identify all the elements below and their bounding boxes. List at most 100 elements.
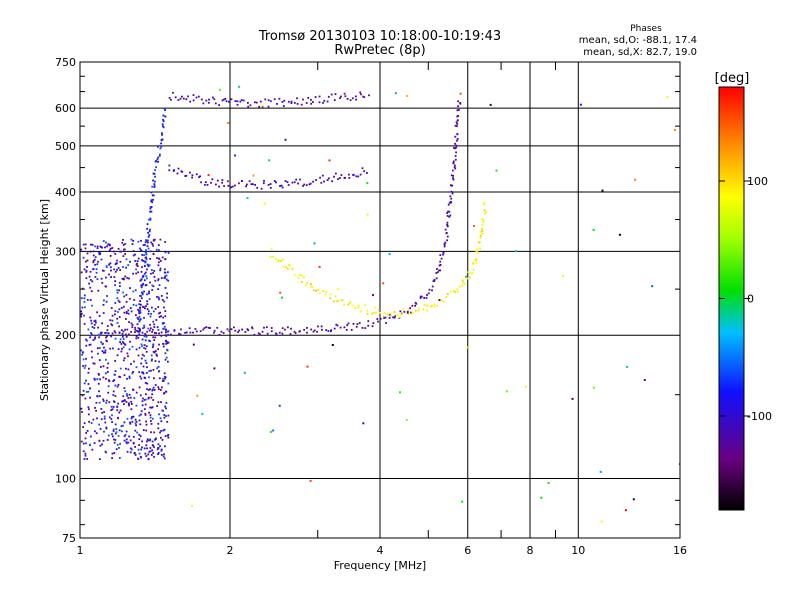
data-point [306, 331, 308, 334]
data-point [116, 317, 119, 320]
data-point [288, 263, 290, 266]
data-point [158, 332, 160, 335]
data-point [159, 269, 162, 272]
data-point [272, 255, 275, 258]
data-point [89, 279, 92, 281]
data-point [110, 405, 113, 408]
data-point [82, 365, 84, 367]
data-point [306, 365, 309, 368]
data-point [158, 316, 161, 318]
data-point [136, 323, 139, 326]
data-point [87, 413, 90, 416]
data-point [252, 174, 255, 177]
data-point [147, 231, 149, 234]
data-point [269, 183, 272, 185]
data-point [402, 308, 405, 311]
data-point [143, 290, 145, 293]
data-point [152, 172, 155, 175]
data-point [142, 283, 144, 285]
data-point [393, 311, 396, 313]
data-point [221, 179, 224, 181]
data-point [185, 98, 188, 101]
data-point [129, 422, 132, 425]
data-point [83, 301, 86, 303]
data-point [123, 435, 126, 438]
data-point [340, 299, 343, 302]
data-point [418, 307, 420, 310]
data-point [120, 307, 123, 309]
data-point [89, 387, 91, 390]
data-point [139, 423, 142, 426]
data-point [98, 458, 101, 460]
data-point [261, 330, 264, 333]
data-point [97, 289, 100, 292]
data-point [134, 418, 137, 421]
data-point [134, 429, 137, 432]
data-point [244, 331, 247, 333]
data-point [118, 301, 121, 303]
data-point [599, 470, 602, 473]
data-point [439, 260, 442, 263]
data-point [123, 342, 125, 345]
data-point [156, 448, 159, 451]
data-point [109, 262, 112, 265]
data-point [151, 346, 154, 349]
data-point [233, 326, 235, 329]
data-point [161, 439, 164, 441]
data-point [339, 97, 341, 99]
plot-frame [79, 61, 681, 539]
data-point [146, 277, 148, 280]
data-point [153, 185, 156, 187]
data-point [94, 256, 97, 258]
data-point [146, 223, 149, 225]
data-point [185, 174, 188, 177]
data-point [82, 426, 84, 428]
data-point [101, 350, 104, 352]
data-point [396, 314, 399, 316]
data-point [82, 351, 84, 354]
data-point [158, 261, 160, 264]
data-point [323, 99, 326, 102]
data-point [475, 262, 478, 265]
data-point [204, 181, 207, 183]
data-point [105, 300, 108, 303]
data-point [388, 253, 391, 256]
data-point [333, 327, 336, 330]
data-point [363, 170, 366, 173]
data-point [313, 329, 316, 332]
data-point [95, 401, 98, 404]
data-point [117, 402, 120, 405]
data-point [364, 304, 366, 307]
colorbar-tick-label: 0 [747, 293, 754, 306]
data-point [88, 420, 90, 423]
data-point [409, 307, 411, 310]
data-point [82, 442, 85, 445]
data-point [328, 159, 331, 162]
data-point [102, 376, 105, 379]
data-point [346, 98, 349, 100]
data-point [267, 105, 270, 108]
data-point [80, 315, 83, 318]
data-point [162, 126, 165, 129]
data-point [447, 203, 450, 206]
data-point [230, 328, 233, 331]
data-point [95, 268, 98, 271]
data-point [153, 186, 156, 188]
data-point [130, 238, 133, 241]
data-point [140, 286, 143, 289]
data-point [160, 420, 163, 423]
data-point [248, 180, 251, 183]
data-point [154, 279, 157, 282]
data-point [403, 310, 406, 313]
data-point [377, 320, 379, 323]
data-point [140, 278, 143, 281]
data-point [154, 308, 157, 310]
data-point [135, 268, 137, 271]
data-point [110, 335, 113, 338]
data-point [137, 336, 140, 339]
data-point [156, 405, 158, 407]
data-point [109, 347, 111, 350]
data-point [181, 171, 184, 173]
data-point [333, 175, 335, 178]
data-point [316, 330, 318, 333]
